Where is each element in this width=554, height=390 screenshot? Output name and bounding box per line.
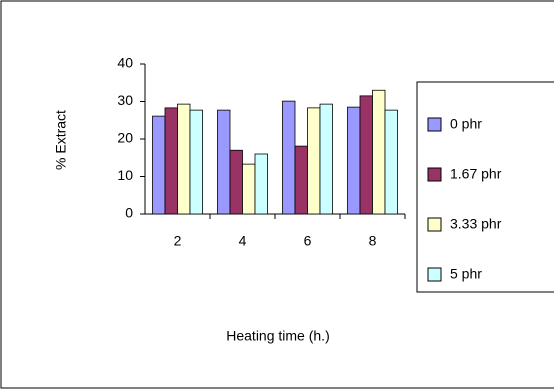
legend-box <box>416 81 554 293</box>
bar <box>177 103 191 215</box>
bar <box>164 107 178 215</box>
legend-label: 3.33 phr <box>450 216 502 232</box>
bar <box>217 109 231 215</box>
bar <box>242 163 256 215</box>
y-tick-label: 20 <box>117 130 133 146</box>
bar <box>372 89 386 215</box>
x-axis-label: Heating time (h.) <box>226 328 329 344</box>
x-tick-label: 2 <box>174 233 182 249</box>
legend-swatch <box>427 217 442 232</box>
bar <box>282 100 296 215</box>
legend-label: 1.67 phr <box>450 166 502 182</box>
bar <box>229 149 243 215</box>
legend-label: 5 phr <box>450 266 482 282</box>
legend-swatch <box>427 167 442 182</box>
y-axis-label: % Extract <box>53 110 69 170</box>
legend-swatch <box>427 267 442 282</box>
bar <box>254 153 268 215</box>
bar <box>189 109 203 215</box>
y-tick-label: 40 <box>117 55 133 71</box>
legend-label: 0 phr <box>450 116 482 132</box>
y-tick-label: 30 <box>117 92 133 108</box>
bar <box>347 106 361 215</box>
legend-swatch <box>427 117 442 132</box>
bar <box>319 103 333 215</box>
x-tick-label: 6 <box>304 233 312 249</box>
bar <box>307 107 321 215</box>
x-tick-label: 8 <box>369 233 377 249</box>
bar <box>384 109 398 215</box>
y-tick-label: 0 <box>125 205 133 221</box>
bar <box>152 115 166 215</box>
x-tick-label: 4 <box>239 233 247 249</box>
bar <box>359 95 373 215</box>
y-tick-label: 10 <box>117 167 133 183</box>
bar <box>294 145 308 215</box>
